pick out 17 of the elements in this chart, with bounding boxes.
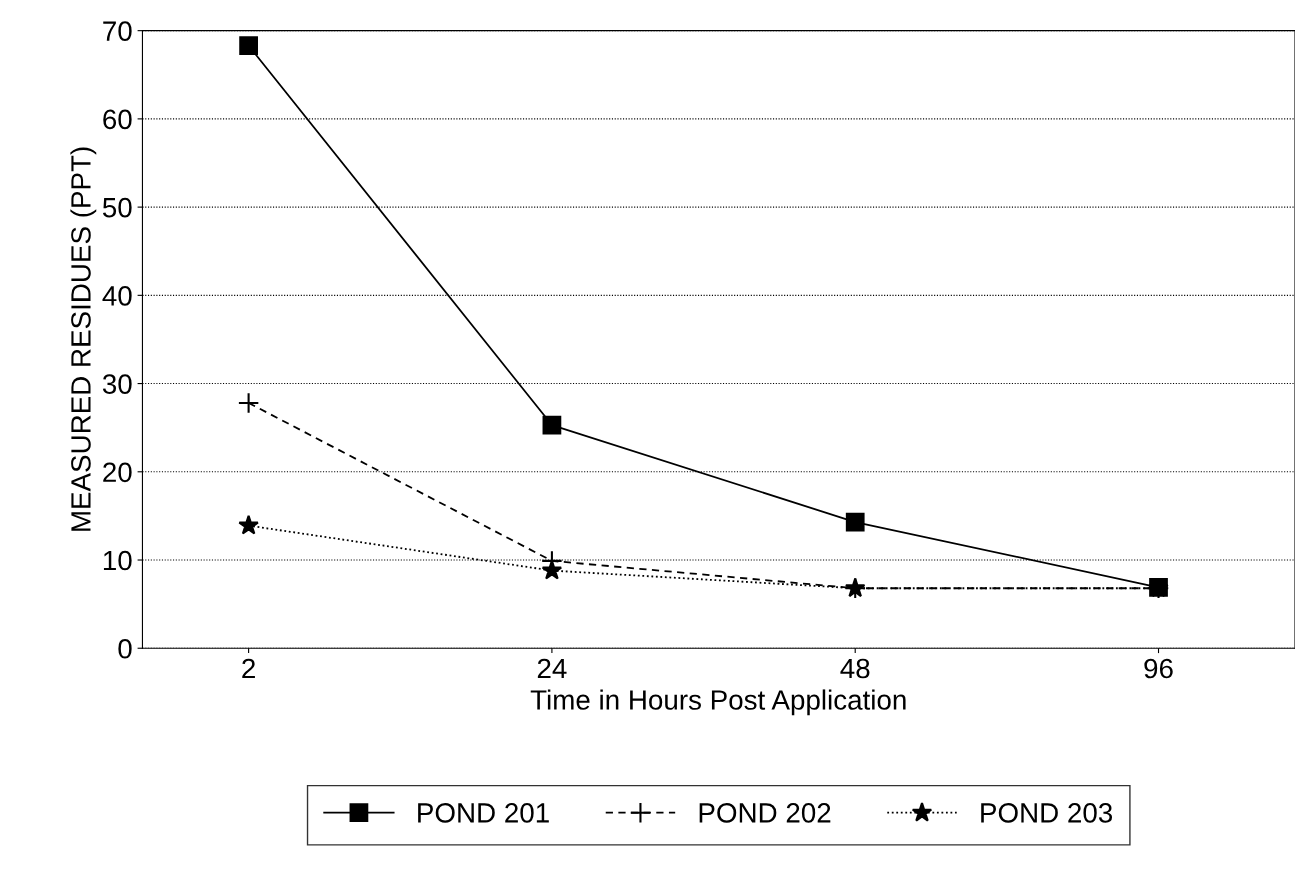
y-tick-label: 40 [102, 286, 132, 306]
y-tick-label: 50 [102, 197, 132, 218]
y-tick-label: 20 [103, 462, 132, 483]
y-tick-label: 0 [118, 638, 132, 659]
x-axis-title: Time in Hours Post Application [530, 689, 906, 716]
legend-label: POND 201 [418, 803, 549, 823]
y-tick-label: 70 [103, 21, 132, 41]
legend-label: POND 203 [981, 803, 1113, 823]
y-axis-title: MEASURED RESIDUES (PPT) [70, 147, 97, 531]
y-tick-label: 30 [102, 374, 132, 394]
x-tick-label: 24 [537, 658, 567, 679]
x-tick-label: 2 [242, 658, 255, 679]
y-tick-label: 10 [103, 550, 132, 571]
y-tick-label: 60 [103, 109, 132, 130]
x-tick-label: 96 [1144, 658, 1173, 679]
x-tick-label: 48 [840, 658, 870, 679]
legend-label: POND 202 [699, 803, 831, 823]
